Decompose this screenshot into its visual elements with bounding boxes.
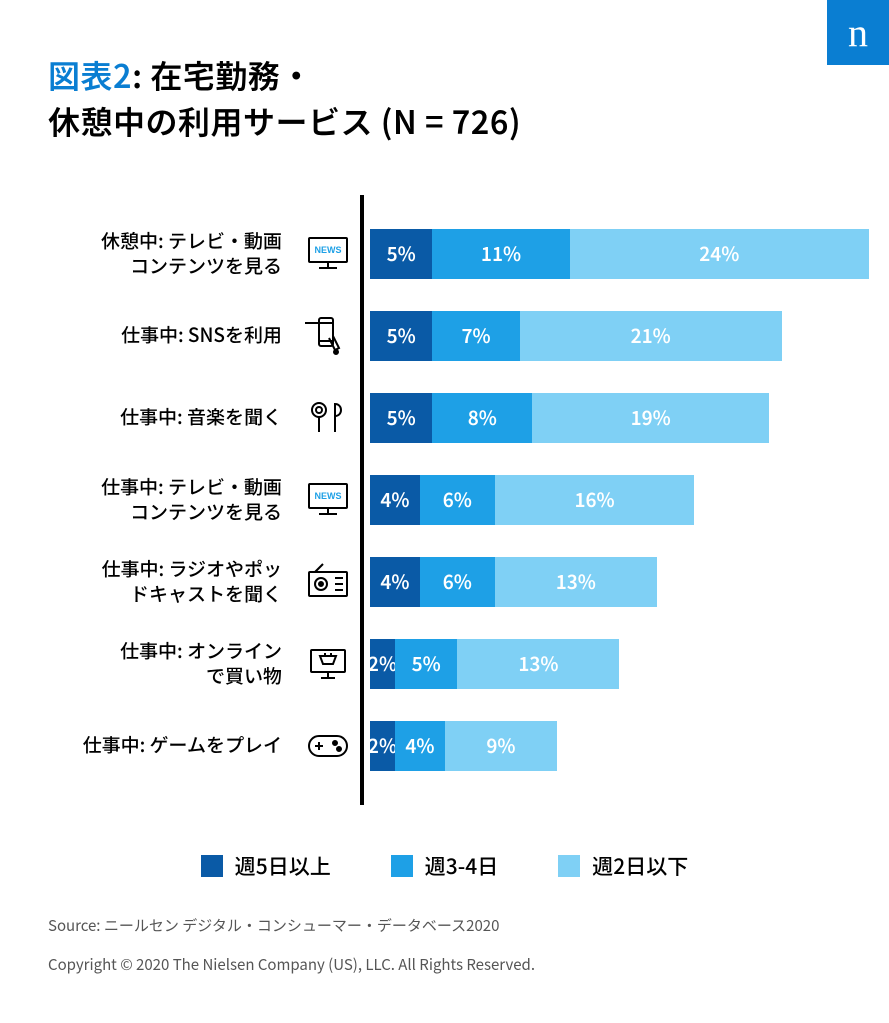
chart-title-line1-rest: 在宅勤務・ bbox=[150, 52, 313, 98]
category-label: 仕事中: ラジオやポッドキャストを聞く bbox=[0, 557, 296, 606]
bar-segment: 2% bbox=[370, 721, 395, 771]
bar-stack: 2%4%9% bbox=[364, 721, 869, 771]
category-label: 仕事中: ゲームをプレイ bbox=[0, 733, 296, 758]
bar-segment: 4% bbox=[370, 475, 420, 525]
shop-icon bbox=[296, 644, 360, 684]
chart-row: 仕事中: SNSを利用 5%7%21% bbox=[0, 295, 869, 377]
bar-segment: 8% bbox=[432, 393, 532, 443]
bar-stack: 4%6%16% bbox=[364, 475, 869, 525]
svg-text:NEWS: NEWS bbox=[315, 245, 342, 255]
radio-icon bbox=[296, 562, 360, 602]
phone-tap-icon bbox=[296, 316, 360, 356]
legend-label: 週5日以上 bbox=[235, 851, 331, 881]
bar-segment: 9% bbox=[445, 721, 557, 771]
bar-segment: 11% bbox=[432, 229, 569, 279]
bar-segment: 5% bbox=[395, 639, 457, 689]
legend-item: 週3-4日 bbox=[391, 851, 498, 881]
chart-title-colon: : bbox=[132, 52, 150, 98]
chart-row: 仕事中: テレビ・動画コンテンツを見る NEWS 4%6%16% bbox=[0, 459, 869, 541]
bar-segment: 4% bbox=[395, 721, 445, 771]
bar-segment: 4% bbox=[370, 557, 420, 607]
tv-news-icon: NEWS bbox=[296, 234, 360, 274]
category-label: 仕事中: テレビ・動画コンテンツを見る bbox=[0, 475, 296, 524]
chart-row: 仕事中: オンラインで買い物 2%5%13% bbox=[0, 623, 869, 705]
footer: Source: ニールセン デジタル・コンシューマー・データベース2020 Co… bbox=[48, 915, 535, 975]
bar-segment: 6% bbox=[420, 557, 495, 607]
chart-row: 休憩中: テレビ・動画コンテンツを見る NEWS 5%11%24% bbox=[0, 213, 869, 295]
tv-news-icon: NEWS bbox=[296, 480, 360, 520]
bar-segment: 13% bbox=[457, 639, 619, 689]
nielsen-logo: n bbox=[827, 0, 889, 65]
bar-stack: 5%8%19% bbox=[364, 393, 869, 443]
chart-row: 仕事中: ラジオやポッドキャストを聞く 4%6%13% bbox=[0, 541, 869, 623]
axis-top-cap bbox=[0, 195, 869, 213]
legend-swatch bbox=[201, 855, 223, 877]
bar-stack: 5%11%24% bbox=[364, 229, 869, 279]
axis-bottom-cap bbox=[0, 787, 869, 805]
page: n 図表2: 在宅勤務・ 休憩中の利用サービス (N = 726) 休憩中: テ… bbox=[0, 0, 889, 1023]
nielsen-logo-letter: n bbox=[848, 9, 868, 56]
bar-segment: 24% bbox=[570, 229, 869, 279]
chart-row: 仕事中: 音楽を聞く 5%8%19% bbox=[0, 377, 869, 459]
category-label: 仕事中: SNSを利用 bbox=[0, 323, 296, 348]
legend-item: 週5日以上 bbox=[201, 851, 331, 881]
legend-swatch bbox=[391, 855, 413, 877]
legend-label: 週2日以下 bbox=[592, 851, 688, 881]
svg-text:NEWS: NEWS bbox=[315, 491, 342, 501]
footer-copyright: Copyright © 2020 The Nielsen Company (US… bbox=[48, 954, 535, 975]
earbuds-icon bbox=[296, 398, 360, 438]
legend: 週5日以上 週3-4日 週2日以下 bbox=[0, 805, 889, 881]
bar-segment: 13% bbox=[495, 557, 657, 607]
gamepad-icon bbox=[296, 726, 360, 766]
legend-item: 週2日以下 bbox=[558, 851, 688, 881]
bar-segment: 5% bbox=[370, 311, 432, 361]
chart-title-line1: 図表2: 在宅勤務・ bbox=[48, 52, 841, 98]
bar-segment: 2% bbox=[370, 639, 395, 689]
chart-rows: 休憩中: テレビ・動画コンテンツを見るNEWS5%11%24%仕事中: SNSを… bbox=[0, 213, 869, 787]
legend-label: 週3-4日 bbox=[425, 851, 498, 881]
category-label: 仕事中: オンラインで買い物 bbox=[0, 639, 296, 688]
bar-segment: 6% bbox=[420, 475, 495, 525]
bar-stack: 5%7%21% bbox=[364, 311, 869, 361]
bar-stack: 2%5%13% bbox=[364, 639, 869, 689]
bar-segment: 16% bbox=[495, 475, 695, 525]
category-label: 仕事中: 音楽を聞く bbox=[0, 405, 296, 430]
bar-segment: 5% bbox=[370, 393, 432, 443]
chart-area: 休憩中: テレビ・動画コンテンツを見るNEWS5%11%24%仕事中: SNSを… bbox=[0, 145, 889, 805]
category-label: 休憩中: テレビ・動画コンテンツを見る bbox=[0, 229, 296, 278]
chart-title-block: 図表2: 在宅勤務・ 休憩中の利用サービス (N = 726) bbox=[0, 0, 889, 145]
footer-source: Source: ニールセン デジタル・コンシューマー・データベース2020 bbox=[48, 915, 535, 936]
bar-segment: 5% bbox=[370, 229, 432, 279]
bar-segment: 19% bbox=[532, 393, 769, 443]
bar-segment: 21% bbox=[520, 311, 782, 361]
bar-segment: 7% bbox=[432, 311, 519, 361]
chart-title-prefix: 図表2 bbox=[48, 52, 132, 98]
chart-title-line2: 休憩中の利用サービス (N = 726) bbox=[48, 98, 841, 144]
bar-stack: 4%6%13% bbox=[364, 557, 869, 607]
chart-row: 仕事中: ゲームをプレイ 2%4%9% bbox=[0, 705, 869, 787]
legend-swatch bbox=[558, 855, 580, 877]
